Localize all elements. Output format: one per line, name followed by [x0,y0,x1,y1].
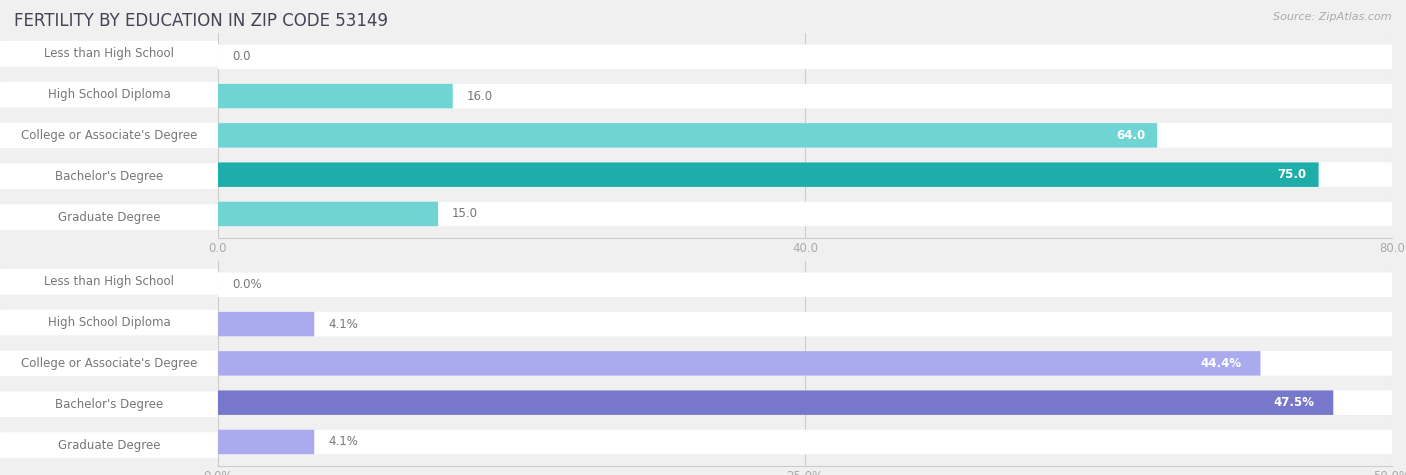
FancyBboxPatch shape [218,390,1392,415]
FancyBboxPatch shape [218,84,1392,108]
FancyBboxPatch shape [218,351,1392,376]
Text: 47.5%: 47.5% [1274,396,1315,409]
Text: 0.0%: 0.0% [232,278,262,291]
FancyBboxPatch shape [218,202,1392,226]
Text: College or Associate's Degree: College or Associate's Degree [21,129,197,142]
Text: 16.0: 16.0 [467,90,494,103]
FancyBboxPatch shape [218,312,315,336]
Text: Less than High School: Less than High School [44,275,174,288]
FancyBboxPatch shape [218,390,1333,415]
Text: College or Associate's Degree: College or Associate's Degree [21,357,197,370]
FancyBboxPatch shape [0,391,218,417]
Text: 4.1%: 4.1% [328,436,359,448]
FancyBboxPatch shape [218,84,453,108]
Text: High School Diploma: High School Diploma [48,316,170,329]
Text: FERTILITY BY EDUCATION IN ZIP CODE 53149: FERTILITY BY EDUCATION IN ZIP CODE 53149 [14,12,388,30]
Text: 4.1%: 4.1% [328,318,359,331]
Text: Source: ZipAtlas.com: Source: ZipAtlas.com [1274,12,1392,22]
Text: 44.4%: 44.4% [1201,357,1241,370]
FancyBboxPatch shape [0,123,218,148]
FancyBboxPatch shape [218,430,1392,454]
Text: Graduate Degree: Graduate Degree [58,210,160,224]
FancyBboxPatch shape [0,351,218,376]
FancyBboxPatch shape [218,430,315,454]
Text: High School Diploma: High School Diploma [48,88,170,101]
FancyBboxPatch shape [0,269,218,294]
FancyBboxPatch shape [218,273,1392,297]
Text: Less than High School: Less than High School [44,47,174,60]
Text: 75.0: 75.0 [1278,168,1306,181]
FancyBboxPatch shape [218,351,1261,376]
FancyBboxPatch shape [0,82,218,107]
Text: 64.0: 64.0 [1116,129,1146,142]
FancyBboxPatch shape [0,163,218,189]
Text: 0.0: 0.0 [232,50,250,63]
FancyBboxPatch shape [0,204,218,230]
Text: Bachelor's Degree: Bachelor's Degree [55,170,163,183]
Text: Bachelor's Degree: Bachelor's Degree [55,398,163,411]
FancyBboxPatch shape [218,162,1392,187]
FancyBboxPatch shape [218,202,439,226]
FancyBboxPatch shape [0,41,218,66]
FancyBboxPatch shape [218,45,1392,69]
FancyBboxPatch shape [218,123,1157,148]
FancyBboxPatch shape [0,432,218,458]
FancyBboxPatch shape [218,162,1319,187]
FancyBboxPatch shape [218,123,1392,148]
Text: 15.0: 15.0 [453,208,478,220]
Text: Graduate Degree: Graduate Degree [58,438,160,452]
FancyBboxPatch shape [0,310,218,335]
FancyBboxPatch shape [218,312,1392,336]
